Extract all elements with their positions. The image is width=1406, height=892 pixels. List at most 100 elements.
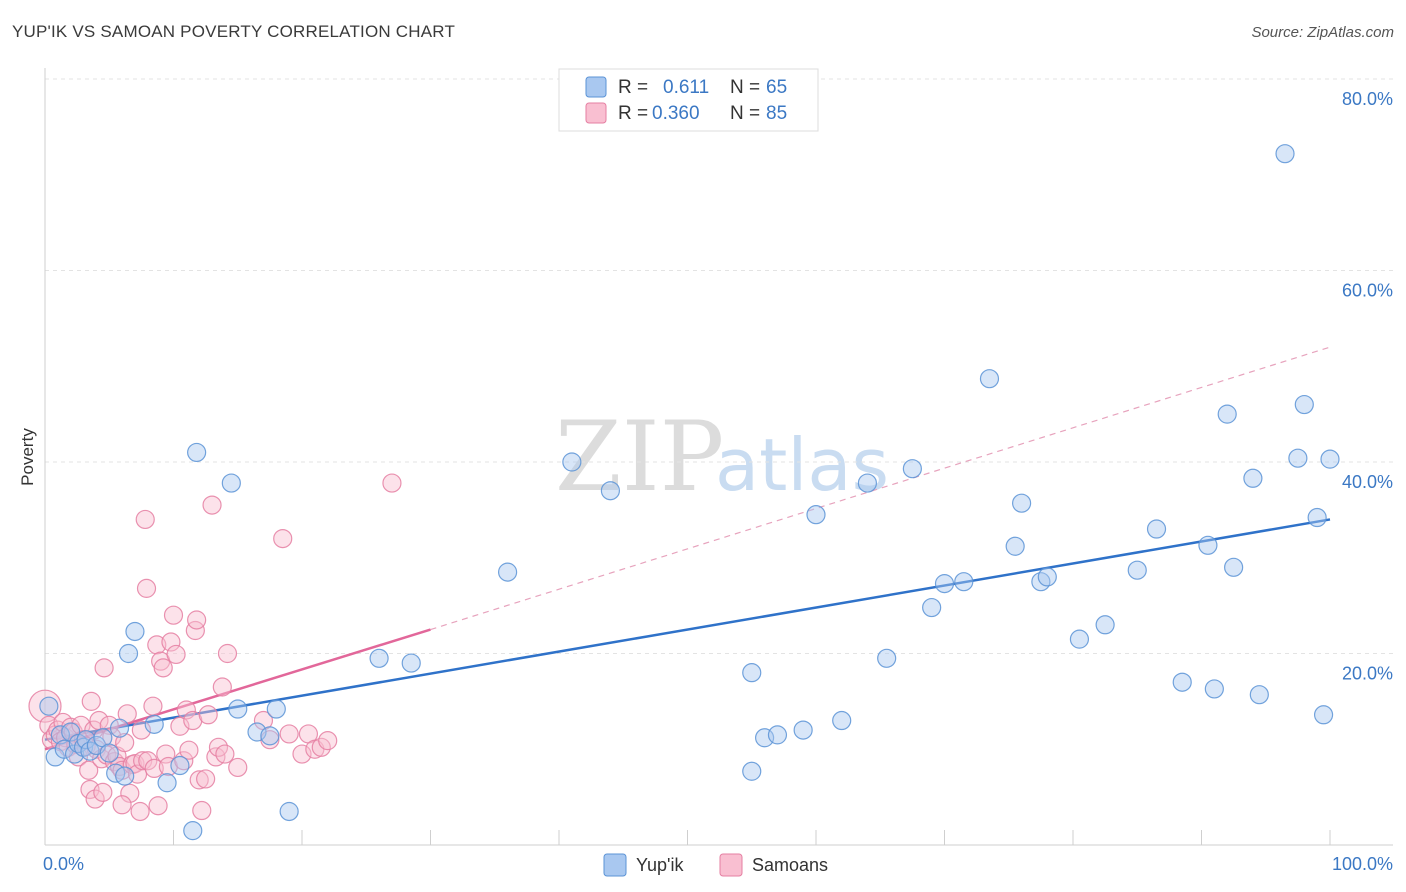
point-yupik	[115, 766, 135, 786]
point-yupik	[1146, 519, 1167, 539]
point-samoans	[279, 724, 299, 744]
point-samoans	[115, 732, 135, 753]
point-samoans	[153, 658, 173, 678]
point-yupik	[1095, 615, 1115, 635]
point-yupik	[806, 505, 826, 525]
trendlines	[44, 346, 1331, 751]
point-samoans	[156, 744, 176, 764]
point-samoans	[217, 643, 238, 664]
point-samoans	[215, 744, 235, 764]
point-samoans	[144, 758, 164, 779]
point-yupik	[934, 574, 955, 594]
point-yupik	[157, 773, 177, 793]
point-yupik	[902, 459, 922, 479]
point-yupik	[118, 643, 139, 664]
y-tick-label: 80.0%	[1342, 89, 1393, 109]
legend-n-value: 85	[766, 103, 787, 124]
point-samoans	[79, 760, 99, 780]
point-yupik	[76, 730, 96, 750]
point-yupik	[857, 473, 878, 493]
point-yupik	[1172, 672, 1192, 692]
point-samoans	[120, 783, 140, 803]
y-axis-label: Poverty	[18, 428, 37, 486]
point-samoans	[212, 677, 232, 697]
point-samoans	[143, 696, 163, 716]
point-samoans	[161, 632, 181, 652]
point-samoans	[94, 658, 114, 678]
point-yupik	[144, 714, 164, 734]
point-samoans	[136, 578, 157, 598]
point-yupik	[1320, 449, 1340, 469]
point-yupik	[1294, 394, 1314, 415]
point-samoans	[135, 509, 155, 530]
point-samoans	[93, 782, 113, 802]
point-samoans	[273, 528, 293, 549]
point-samoans	[382, 473, 402, 493]
point-samoans	[228, 757, 248, 778]
point-yupik	[1275, 144, 1295, 164]
point-yupik	[793, 720, 813, 740]
y-tick-label: 20.0%	[1342, 664, 1393, 684]
point-yupik	[170, 755, 190, 776]
point-samoans	[292, 744, 312, 764]
legend-r-value: 0.360	[652, 103, 700, 124]
point-yupik	[99, 743, 119, 763]
point-samoans	[189, 770, 209, 790]
point-yupik	[61, 722, 81, 742]
gridlines	[45, 78, 1393, 654]
x-tick-label: 0.0%	[43, 854, 84, 874]
legend-swatch-yupik	[585, 76, 607, 98]
point-yupik	[369, 648, 389, 668]
point-samoans	[185, 620, 205, 641]
point-samoans	[163, 605, 184, 625]
bottom-legend: Yup'ik Samoans	[603, 853, 828, 877]
chart-title: YUP'IK VS SAMOAN POVERTY CORRELATION CHA…	[12, 22, 456, 41]
point-samoans	[85, 789, 105, 809]
point-samoans	[192, 800, 212, 821]
point-yupik	[247, 722, 267, 742]
point-yupik	[1127, 560, 1147, 580]
source-credit: Source: ZipAtlas.com	[1251, 24, 1394, 41]
point-yupik	[183, 821, 203, 841]
point-yupik	[1249, 685, 1269, 705]
point-yupik	[922, 597, 942, 618]
point-samoans	[148, 796, 168, 816]
watermark: ZIP atlas	[555, 401, 889, 513]
point-samoans	[130, 801, 150, 822]
legend: R = 0.611 N = 65 R = 0.360 N = 85	[558, 68, 819, 132]
point-yupik	[39, 696, 59, 716]
point-yupik	[109, 718, 130, 738]
point-samoans	[179, 740, 199, 760]
point-yupik	[832, 710, 852, 731]
point-yupik	[1204, 679, 1224, 699]
point-yupik	[1313, 705, 1334, 725]
point-yupik	[498, 562, 518, 582]
x-tick-label: 100.0%	[1332, 854, 1393, 874]
watermark-atlas: atlas	[715, 423, 889, 507]
axes: 20.0% 40.0% 60.0% 80.0% 0.0% 100.0%	[43, 68, 1393, 874]
bottom-legend-label-samoans: Samoans	[752, 855, 828, 875]
point-yupik	[279, 801, 299, 822]
point-yupik	[260, 726, 280, 746]
trendline-yupik	[44, 518, 1331, 741]
trendline-samoans-solid	[44, 628, 431, 751]
point-samoans	[196, 769, 216, 789]
point-yupik	[767, 725, 788, 745]
y-tick-label: 40.0%	[1342, 472, 1393, 492]
point-yupik	[742, 663, 762, 683]
point-samoans	[138, 751, 158, 771]
legend-r-value: 0.611	[663, 77, 709, 98]
point-samoans	[176, 700, 196, 720]
point-samoans	[187, 610, 207, 630]
point-yupik	[221, 473, 241, 493]
point-yupik	[979, 369, 1000, 389]
point-yupik	[562, 452, 582, 472]
point-yupik	[401, 653, 421, 673]
point-yupik	[1307, 507, 1327, 528]
point-yupik	[187, 442, 207, 463]
point-yupik	[1011, 493, 1032, 513]
y-tick-label: 60.0%	[1342, 281, 1393, 301]
point-yupik	[1037, 567, 1057, 587]
point-yupik	[877, 648, 897, 668]
point-samoans	[147, 635, 167, 655]
